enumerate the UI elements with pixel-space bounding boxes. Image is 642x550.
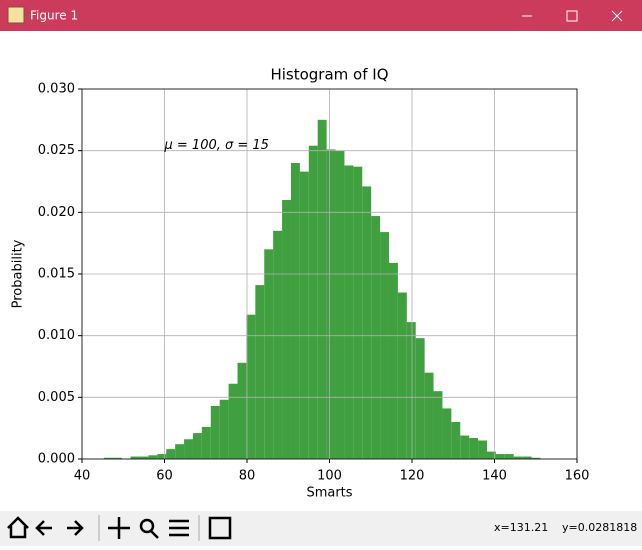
bar: [424, 372, 434, 459]
y-tick-label: 0.015: [38, 267, 75, 282]
y-tick-label: 0.005: [38, 390, 75, 405]
title-bar: [0, 0, 642, 31]
bar: [371, 216, 381, 459]
bar: [148, 455, 158, 459]
toolbar: [0, 511, 642, 546]
bar: [139, 456, 149, 459]
bar: [433, 391, 443, 459]
bar: [344, 165, 354, 459]
bar: [478, 440, 487, 459]
plot: 40 60 80 100 120 140 160 0.000 0.005 0.010 0.015 0.…: [11, 66, 590, 501]
configure-button[interactable]: [169, 519, 189, 537]
bar: [166, 449, 176, 459]
maximize[interactable]: [566, 10, 578, 22]
bar: [210, 405, 220, 459]
bar: [388, 262, 398, 459]
app-icon: [7, 6, 25, 24]
x-tick-label: 160: [565, 469, 590, 484]
bar: [157, 454, 167, 459]
bar: [522, 456, 532, 459]
y-tick-label: 0.000: [38, 452, 75, 467]
x-axis-label: Smarts: [306, 486, 352, 501]
bar: [451, 422, 461, 459]
y-axis-label: Probability: [11, 239, 26, 308]
annotation: μ = 100, σ = 15: [164, 138, 269, 153]
bar: [460, 435, 470, 459]
chart-title: Histogram of IQ: [270, 66, 388, 84]
home-button[interactable]: [7, 516, 29, 539]
bar: [353, 166, 363, 459]
x-tick-label: 80: [239, 469, 256, 484]
bar: [380, 232, 389, 459]
axes-frame: [81, 88, 578, 460]
bar: [362, 186, 372, 459]
bar: [406, 322, 416, 459]
bar: [308, 145, 318, 459]
bar: [184, 439, 193, 459]
bar: [513, 456, 523, 459]
bar: [486, 451, 496, 459]
bar: [201, 426, 211, 459]
x-tick-label: 60: [156, 469, 173, 484]
bar: [228, 383, 238, 459]
bar: [103, 457, 113, 459]
bar: [192, 433, 202, 459]
bar: [219, 399, 229, 459]
status-x: x=131.21: [494, 521, 548, 534]
status-y: y=0.0281818: [562, 521, 637, 534]
zoom-button[interactable]: [139, 518, 155, 534]
bar: [255, 285, 265, 459]
bar: [326, 149, 336, 459]
bar: [531, 457, 541, 459]
x-tick-label: 120: [400, 469, 425, 484]
back-button[interactable]: [35, 520, 52, 536]
zoom-handle: [150, 530, 159, 539]
close[interactable]: [611, 10, 623, 22]
forward-button[interactable]: [67, 520, 84, 536]
pan-button[interactable]: [108, 517, 130, 539]
bar: [246, 314, 256, 459]
bar: [237, 362, 247, 459]
toolbar-buttons: [7, 515, 232, 541]
x-tick-label: 40: [74, 469, 91, 484]
bar: [282, 200, 291, 459]
bar: [504, 454, 514, 459]
bar: [495, 454, 505, 459]
bar: [335, 150, 345, 459]
bar: [317, 119, 327, 459]
bar: [469, 438, 479, 459]
window-title: Figure 1: [30, 9, 78, 23]
bar: [273, 230, 283, 459]
x-tick-label: 100: [317, 469, 342, 484]
y-tick-label: 0.020: [38, 205, 75, 220]
bar: [442, 408, 452, 459]
bar: [397, 292, 407, 459]
save-button[interactable]: [208, 516, 232, 540]
bar: [415, 338, 425, 459]
bar: [130, 456, 140, 459]
bar: [112, 457, 122, 459]
bar: [290, 163, 300, 459]
bar: [264, 249, 274, 459]
bar: [299, 171, 309, 459]
x-tick-label: 140: [482, 469, 507, 484]
y-tick-label: 0.025: [38, 143, 75, 158]
bar: [175, 444, 185, 459]
y-tick-label: 0.010: [38, 328, 75, 343]
y-tick-label: 0.030: [38, 82, 75, 97]
